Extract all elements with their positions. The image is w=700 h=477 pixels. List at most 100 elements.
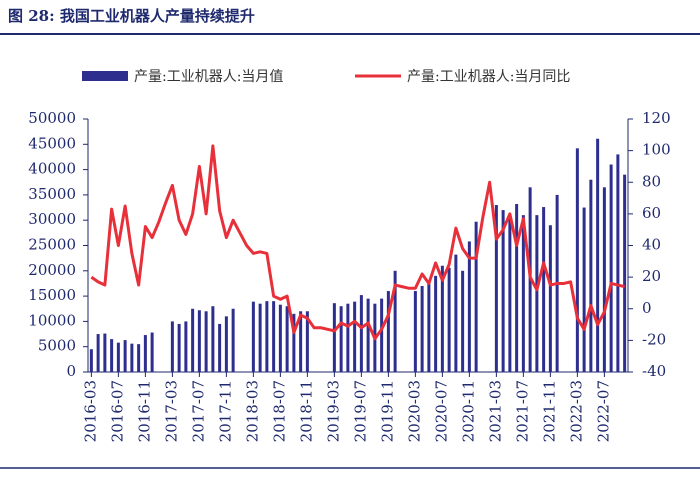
bar [575,148,579,372]
bar [332,303,336,372]
x-tick-label: 2018-11 [297,380,315,442]
y2-tick-label: 100 [642,141,671,159]
bar [353,301,357,372]
bar [292,313,296,372]
x-tick-label: 2016-11 [135,380,153,442]
bar [285,306,289,372]
bar [393,270,397,372]
y-tick-label: 10000 [28,311,76,329]
y2-tick-label: -40 [642,362,666,380]
y2-tick-label: 80 [642,172,661,190]
bar [177,323,181,372]
bar [596,138,600,372]
bar [366,298,370,372]
x-tick-label: 2019-03 [324,380,342,442]
x-tick-label: 2018-07 [270,380,288,442]
bar [454,254,458,372]
bar [197,310,201,372]
y2-tick-label: 20 [642,267,661,285]
bar [211,306,215,372]
bar [184,321,188,372]
bar [427,281,431,372]
legend-swatch [82,71,128,81]
x-tick-label: 2020-03 [405,380,423,442]
y-tick-label: 5000 [38,337,76,355]
bar [123,340,127,372]
bar [589,179,593,372]
bar [501,210,505,372]
x-tick-label: 2017-03 [162,380,180,442]
bar [467,241,471,372]
y-tick-label: 30000 [28,210,76,228]
y-tick-label: 0 [66,362,76,380]
bar [170,321,174,372]
y-tick-label: 45000 [28,134,76,152]
y2-tick-label: 60 [642,204,661,222]
bar [116,342,120,372]
bar [278,304,282,372]
bar [582,207,586,372]
bar [218,323,222,372]
bar [474,221,478,372]
x-tick-label: 2021-11 [540,380,558,442]
bar [508,215,512,372]
bar [623,174,627,372]
x-tick-label: 2016-03 [81,380,99,442]
legend-label: 产量:工业机器人:当月值 [134,69,283,85]
x-tick-label: 2020-07 [432,380,450,442]
bar [339,306,343,372]
bar [440,265,444,372]
bar [461,270,465,372]
bar [535,215,539,372]
bar [137,344,141,372]
bar [386,291,390,372]
x-tick-label: 2020-11 [459,380,477,442]
bar [305,311,309,372]
bar [420,285,424,372]
bar [359,295,363,372]
x-tick-label: 2019-11 [378,380,396,442]
bar [110,339,114,372]
bar [346,303,350,372]
bar [609,164,613,372]
bar [258,303,262,372]
bar [204,311,208,372]
bar [251,301,255,372]
bar [434,275,438,372]
bar [515,204,519,372]
x-tick-label: 2022-07 [594,380,612,442]
x-tick-label: 2022-03 [567,380,585,442]
bar [150,332,154,372]
x-tick-label: 2017-11 [216,380,234,442]
bar [602,187,606,372]
bar [130,343,134,372]
y2-tick-label: 120 [642,109,671,127]
y2-tick-label: -20 [642,330,666,348]
y-tick-label: 40000 [28,160,76,178]
bar [191,308,195,372]
bar [96,334,100,372]
chart-title: 图 28: 我国工业机器人产量持续提升 [8,7,255,25]
bar [494,205,498,372]
bar [265,301,269,372]
bar [224,316,228,372]
y2-tick-label: 0 [642,299,652,317]
bar [272,301,276,372]
x-tick-label: 2017-07 [189,380,207,442]
x-tick-label: 2021-03 [486,380,504,442]
bar [447,267,451,372]
bar [616,154,620,372]
bar [548,225,552,372]
line [90,144,625,341]
y2-tick-label: 40 [642,236,661,254]
y-tick-label: 35000 [28,185,76,203]
bar [143,335,147,372]
y-tick-label: 20000 [28,261,76,279]
bar [299,311,303,372]
bar [231,308,235,372]
legend-label: 产量:工业机器人:当月同比 [407,69,570,85]
y-tick-label: 50000 [28,109,76,127]
x-tick-label: 2019-07 [351,380,369,442]
bar [89,349,93,372]
